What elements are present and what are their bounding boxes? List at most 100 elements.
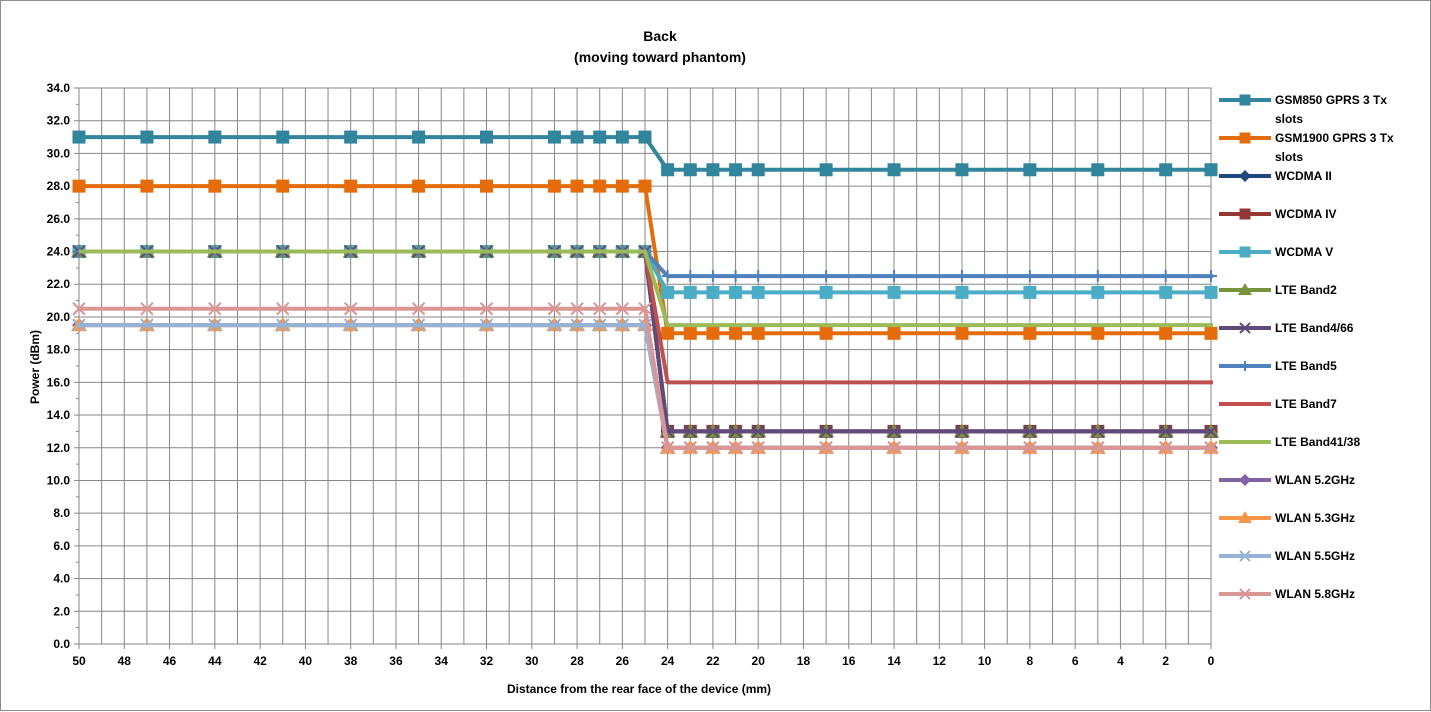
- series-1: [72, 130, 1218, 177]
- marker-square: [276, 179, 290, 193]
- x-tick-label: 12: [933, 654, 947, 668]
- marker-square: [1159, 326, 1173, 340]
- legend-label: WLAN 5.8GHz: [1275, 587, 1355, 601]
- marker-square: [955, 163, 969, 177]
- marker-square: [1239, 132, 1251, 144]
- legend-label: WCDMA II: [1275, 169, 1332, 183]
- marker-plus: [820, 270, 833, 283]
- marker-square: [887, 163, 901, 177]
- marker-x: [728, 424, 743, 439]
- marker-square: [729, 326, 743, 340]
- legend-entry-7: LTE Band4/66: [1219, 321, 1354, 335]
- marker-square: [887, 326, 901, 340]
- marker-square: [1023, 326, 1037, 340]
- x-tick-label: 50: [72, 654, 86, 668]
- marker-plus: [1159, 270, 1172, 283]
- x-tick-label: 14: [887, 654, 901, 668]
- marker-square: [1239, 94, 1251, 106]
- marker-plus: [752, 270, 765, 283]
- legend-entry-10: LTE Band41/38: [1219, 435, 1360, 449]
- y-tick-label: 26.0: [47, 212, 71, 226]
- marker-square: [276, 130, 290, 144]
- legend-label: WLAN 5.3GHz: [1275, 511, 1355, 525]
- marker-plus: [684, 270, 697, 283]
- marker-x: [570, 318, 584, 332]
- marker-square: [751, 285, 765, 299]
- legend-label: GSM850 GPRS 3 Tx: [1275, 93, 1387, 107]
- marker-square: [661, 326, 675, 340]
- legend-entry-8: LTE Band5: [1219, 359, 1337, 373]
- y-tick-label: 24.0: [47, 245, 71, 259]
- marker-plus: [1240, 361, 1250, 371]
- marker-plus: [729, 270, 742, 283]
- x-tick-label: 22: [706, 654, 720, 668]
- x-tick-label: 18: [797, 654, 811, 668]
- marker-x: [1159, 441, 1173, 455]
- marker-square: [344, 130, 358, 144]
- y-tick-label: 20.0: [47, 310, 71, 324]
- chart-subtitle: (moving toward phantom): [574, 49, 746, 65]
- marker-x: [140, 302, 154, 316]
- marker-square: [72, 130, 86, 144]
- marker-x: [343, 302, 358, 316]
- marker-square: [729, 163, 743, 177]
- marker-x: [706, 424, 720, 439]
- marker-square: [593, 179, 607, 193]
- marker-x: [751, 441, 765, 455]
- legend-entry-1: GSM850 GPRS 3 Tx slots: [1219, 93, 1387, 126]
- marker-square: [683, 163, 697, 177]
- marker-square: [1239, 208, 1251, 220]
- marker-triangle: [1238, 283, 1252, 295]
- marker-x: [343, 318, 358, 332]
- marker-square: [638, 179, 652, 193]
- marker-square: [1023, 163, 1037, 177]
- x-tick-label: 36: [389, 654, 403, 668]
- marker-square: [1091, 326, 1105, 340]
- grid: [74, 87, 1212, 649]
- legend: GSM850 GPRS 3 Tx slots GSM1900 GPRS 3 Tx sl…: [1219, 93, 1394, 601]
- marker-square: [547, 130, 561, 144]
- marker-square: [638, 130, 652, 144]
- legend-entry-6: LTE Band2: [1219, 283, 1337, 297]
- marker-square: [208, 130, 222, 144]
- marker-x: [1239, 550, 1251, 562]
- marker-square: [706, 326, 720, 340]
- marker-x: [728, 441, 743, 455]
- marker-x: [570, 302, 584, 316]
- marker-square: [729, 285, 743, 299]
- marker-x: [479, 318, 494, 332]
- y-axis-label: Power (dBm): [28, 330, 42, 404]
- marker-x: [819, 441, 833, 455]
- marker-x: [683, 441, 697, 455]
- x-tick-label: 6: [1072, 654, 1079, 668]
- x-axis-label: Distance from the rear face of the devic…: [507, 682, 771, 696]
- x-tick-label: 8: [1027, 654, 1034, 668]
- y-tick-label: 0.0: [53, 637, 70, 651]
- marker-square: [140, 130, 154, 144]
- marker-x: [1023, 424, 1037, 439]
- marker-x: [208, 302, 222, 316]
- y-tick-label: 30.0: [47, 146, 71, 160]
- marker-x: [638, 302, 652, 316]
- legend-label-wrap: slots: [1275, 150, 1303, 164]
- marker-square: [683, 285, 697, 299]
- legend-label: LTE Band4/66: [1275, 321, 1354, 335]
- marker-square: [887, 285, 901, 299]
- legend-entry-3: WCDMA II: [1219, 169, 1332, 183]
- marker-x: [479, 302, 494, 316]
- y-tick-label: 2.0: [53, 604, 70, 618]
- legend-entry-5: WCDMA V: [1219, 245, 1333, 259]
- marker-square: [480, 130, 494, 144]
- marker-x: [593, 318, 607, 332]
- legend-entry-14: WLAN 5.8GHz: [1219, 587, 1355, 601]
- marker-square: [1204, 285, 1218, 299]
- marker-x: [547, 318, 562, 332]
- y-tick-label: 22.0: [47, 277, 71, 291]
- series-2: [72, 179, 1218, 340]
- x-tick-label: 4: [1117, 654, 1124, 668]
- marker-x: [706, 441, 720, 455]
- marker-diamond: [1239, 474, 1251, 486]
- marker-square: [1204, 163, 1218, 177]
- marker-square: [1023, 285, 1037, 299]
- legend-entry-11: WLAN 5.2GHz: [1219, 473, 1355, 487]
